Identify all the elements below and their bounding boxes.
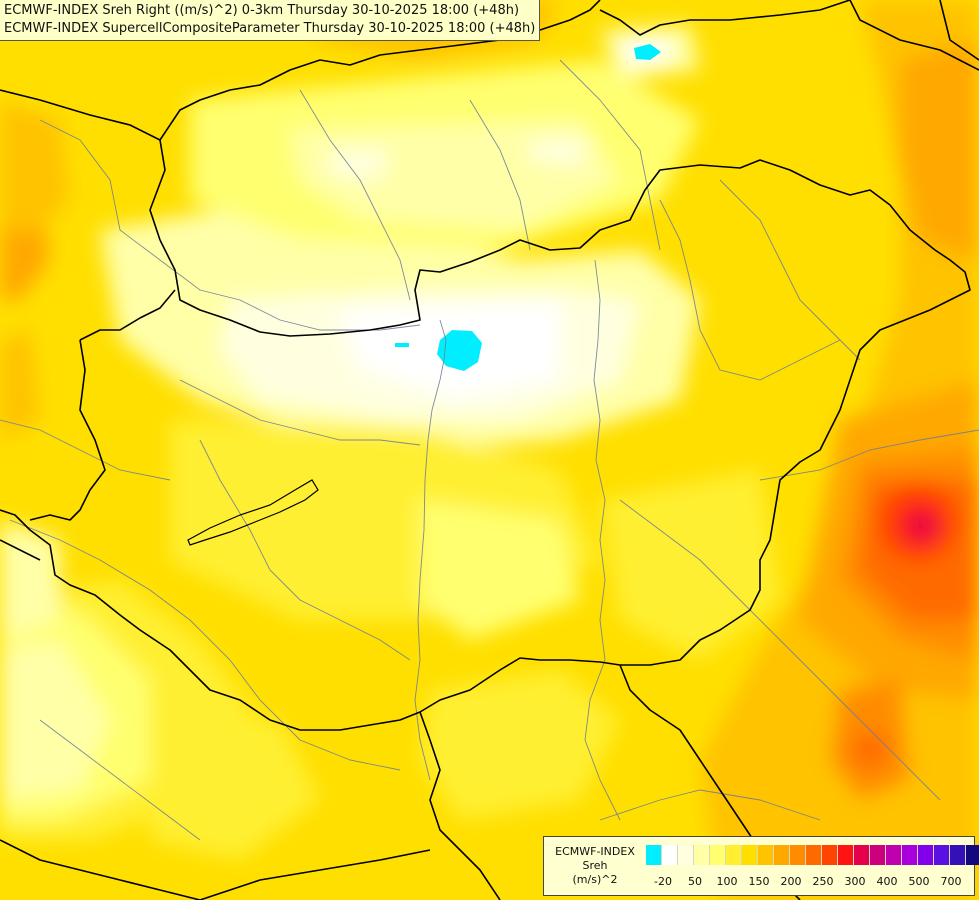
header-line-1: ECMWF-INDEX Sreh Right ((m/s)^2) 0-3km T… <box>4 3 520 18</box>
legend-swatch <box>918 845 934 865</box>
legend-swatches <box>646 845 979 865</box>
legend-swatch <box>758 845 774 865</box>
legend-swatch <box>742 845 758 865</box>
legend-swatch <box>902 845 918 865</box>
legend-swatch <box>854 845 870 865</box>
negative-sreh-areas <box>395 44 661 371</box>
lake-balaton <box>187 479 319 546</box>
legend-swatch <box>886 845 902 865</box>
legend-tick-label: 500 <box>908 875 930 888</box>
rivers <box>0 59 979 841</box>
legend-swatch <box>790 845 806 865</box>
legend-swatch <box>694 845 710 865</box>
legend-swatch <box>838 845 854 865</box>
legend-tick-label: 400 <box>876 875 898 888</box>
map-header: ECMWF-INDEX Sreh Right ((m/s)^2) 0-3km T… <box>0 0 541 41</box>
legend-title-model: ECMWF-INDEX <box>555 845 635 858</box>
legend-swatch <box>806 845 822 865</box>
legend-title-param: Sreh <box>582 859 608 872</box>
legend-swatch <box>662 845 678 865</box>
legend-swatch <box>678 845 694 865</box>
legend-swatch <box>870 845 886 865</box>
legend-tick-label: 200 <box>780 875 802 888</box>
legend-swatch <box>822 845 838 865</box>
legend-tick-label: 300 <box>844 875 866 888</box>
legend-tick-label: 150 <box>748 875 770 888</box>
legend-tick-label: 700 <box>940 875 962 888</box>
legend-ticks: -20 50 100 150 200 250 300 400 500 700 <box>646 875 974 889</box>
legend-tick-label: 100 <box>716 875 738 888</box>
legend-tick-label: -20 <box>654 875 672 888</box>
legend-title: ECMWF-INDEX Sreh (m/s)^2 <box>548 845 642 887</box>
legend-swatch <box>726 845 742 865</box>
color-legend: ECMWF-INDEX Sreh (m/s)^2 -20 50 100 150 200 2… <box>543 836 979 896</box>
legend-swatch <box>710 845 726 865</box>
legend-swatch <box>934 845 950 865</box>
legend-swatch <box>966 845 979 865</box>
legend-tick-label: 250 <box>812 875 834 888</box>
legend-swatch <box>774 845 790 865</box>
header-line-2: ECMWF-INDEX SupercellCompositeParameter … <box>4 21 536 36</box>
legend-tick-label: 50 <box>688 875 702 888</box>
legend-swatch <box>950 845 966 865</box>
legend-swatch <box>646 845 662 865</box>
legend-title-unit: (m/s)^2 <box>572 873 618 886</box>
